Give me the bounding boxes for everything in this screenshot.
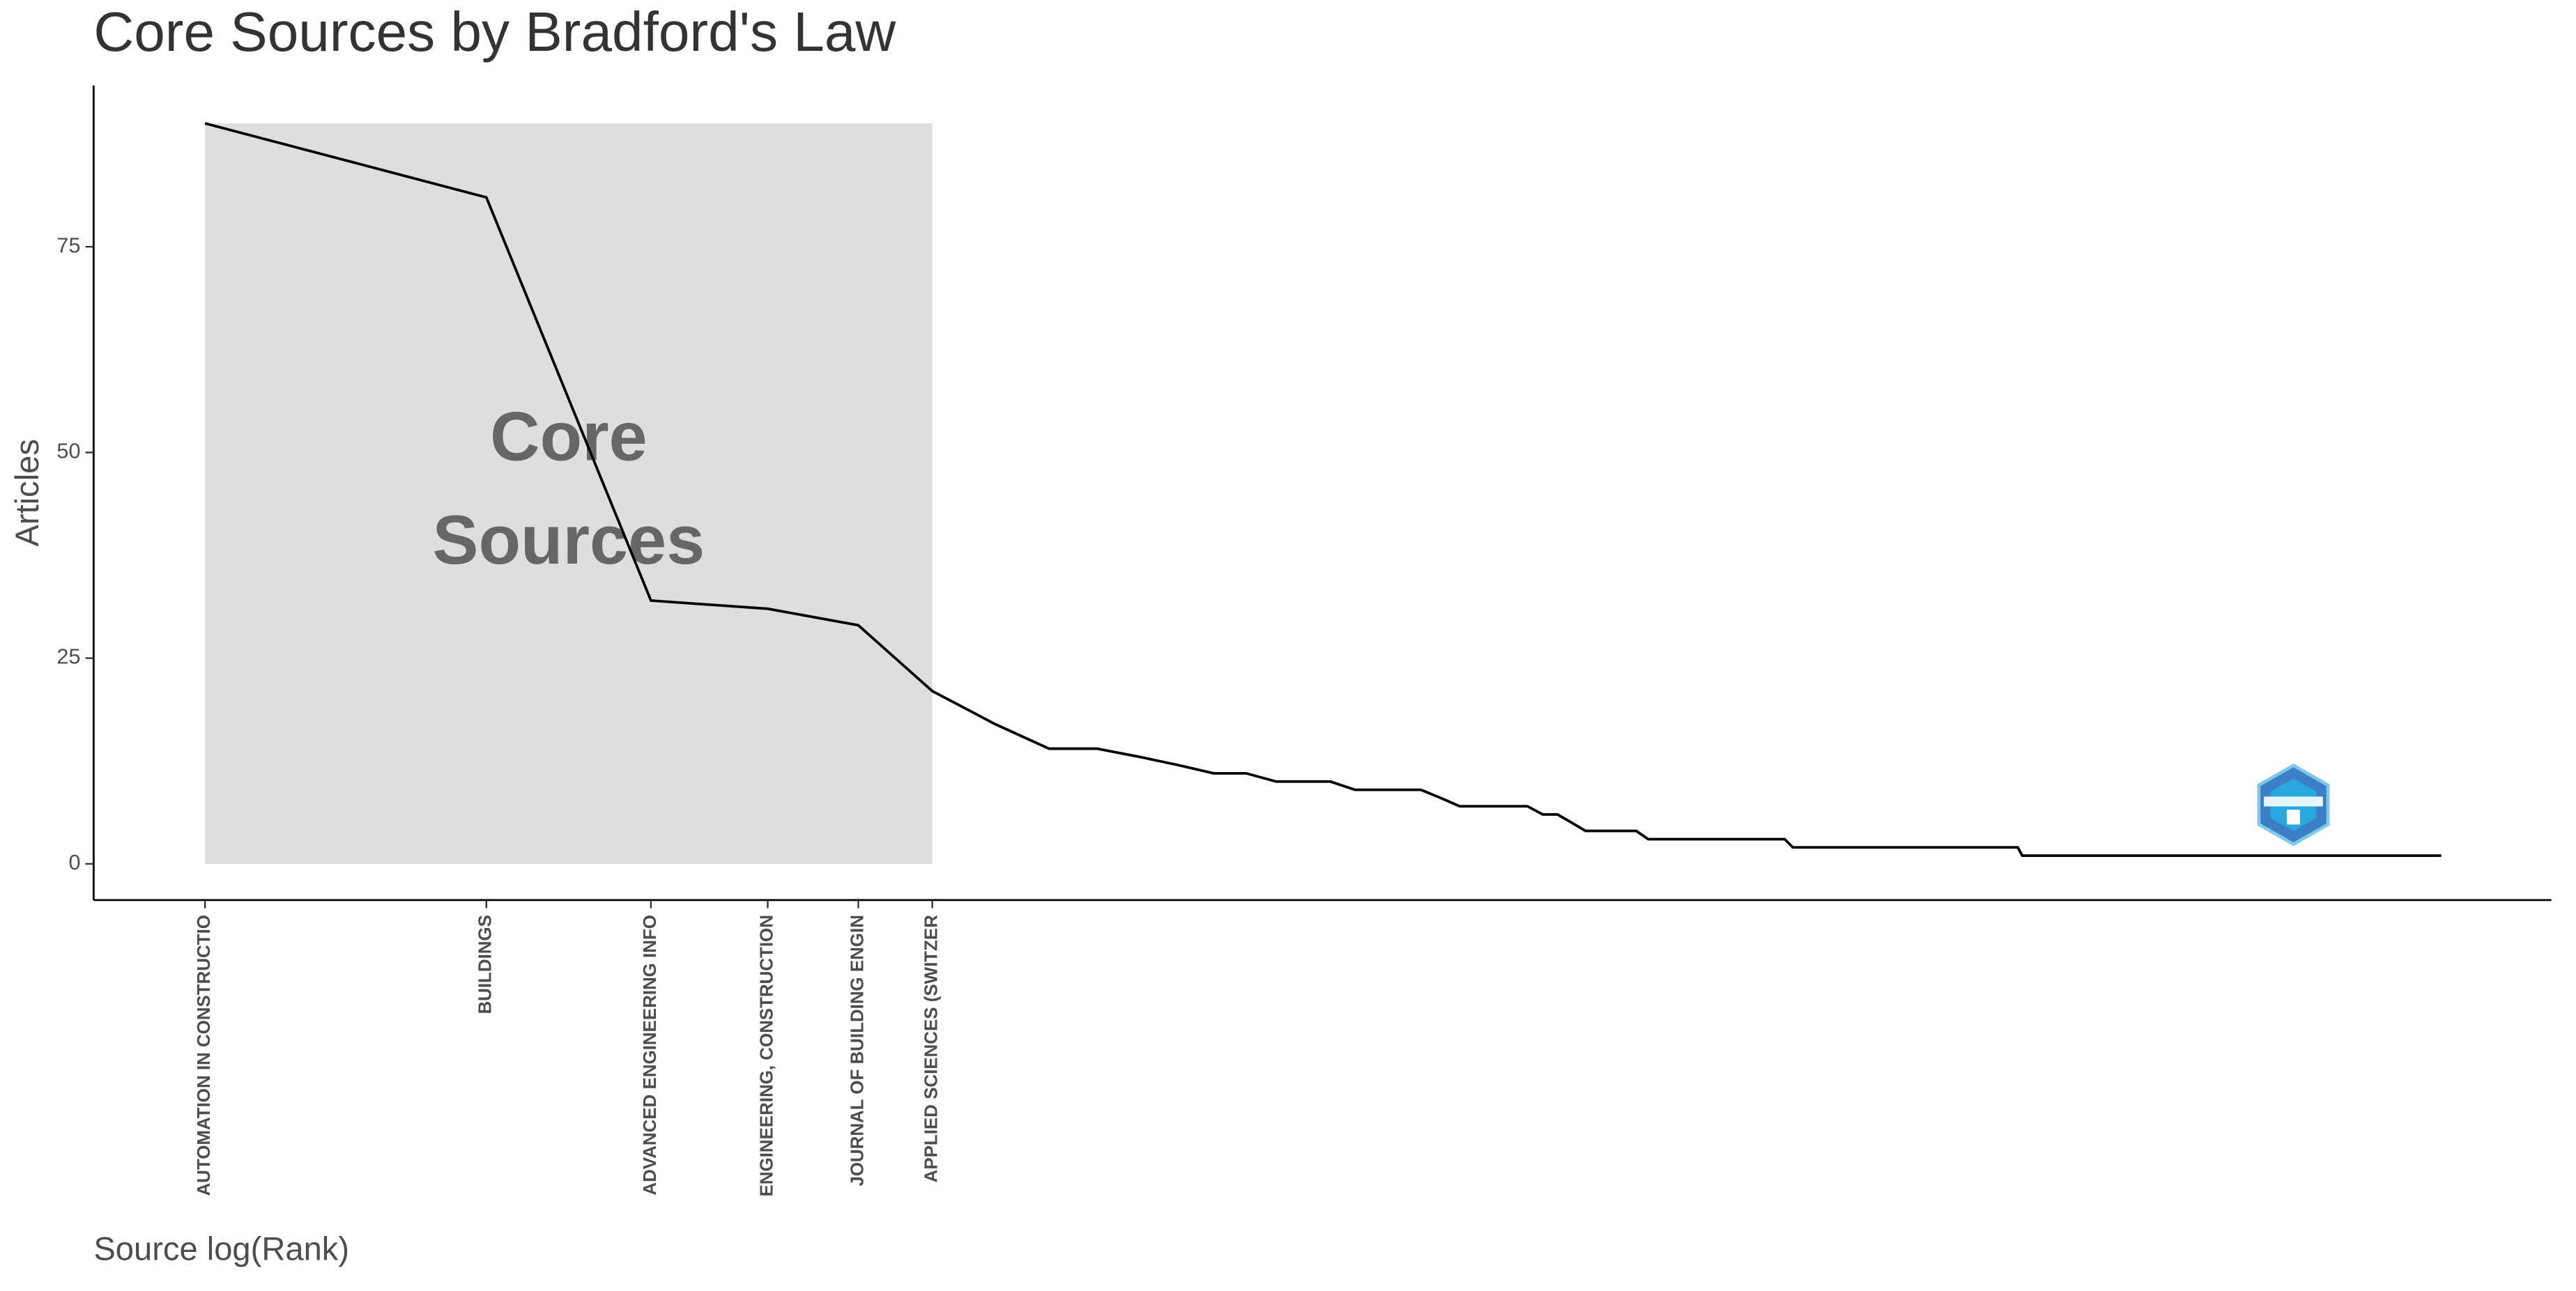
y-tick-label: 75 bbox=[56, 233, 80, 257]
x-axis-label: Source log(Rank) bbox=[93, 1230, 349, 1267]
core-zone bbox=[205, 123, 933, 864]
x-tick-label: ADVANCED ENGINEERING INFO bbox=[641, 915, 660, 1196]
chart-title: Core Sources by Bradford's Law bbox=[93, 0, 896, 63]
core-zone-label: Core bbox=[490, 397, 647, 474]
x-tick-label: ENGINEERING, CONSTRUCTION bbox=[757, 915, 776, 1196]
x-tick-label: JOURNAL OF BUILDING ENGIN bbox=[848, 915, 867, 1186]
logo bbox=[2257, 763, 2330, 847]
x-tick-label: BUILDINGS bbox=[476, 915, 496, 1014]
logo-glyph bbox=[2287, 810, 2300, 825]
logo-band bbox=[2264, 796, 2323, 807]
core-zone-label: Sources bbox=[433, 501, 705, 578]
x-tick-label: AUTOMATION IN CONSTRUCTIO bbox=[194, 915, 214, 1196]
y-axis-label: Articles bbox=[8, 439, 45, 547]
data-line bbox=[204, 122, 2441, 857]
y-tick-label: 25 bbox=[56, 645, 80, 669]
x-tick-label: APPLIED SCIENCES (SWITZER bbox=[921, 915, 941, 1183]
y-tick-label: 50 bbox=[56, 440, 80, 463]
y-tick-label: 0 bbox=[68, 851, 80, 874]
core-zone-layer bbox=[205, 123, 933, 864]
